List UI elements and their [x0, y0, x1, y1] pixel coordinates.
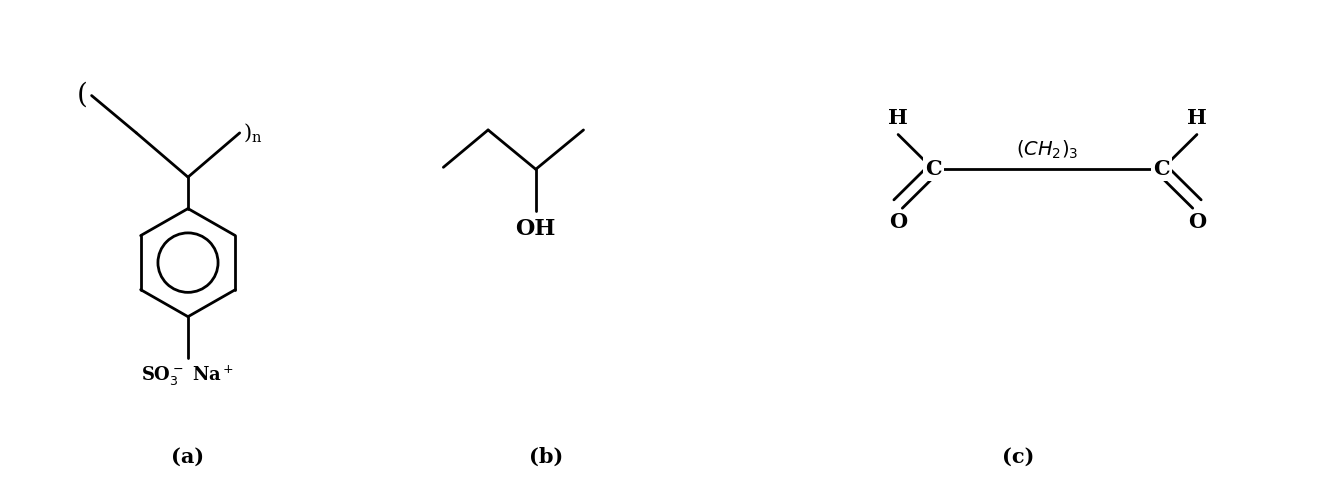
Text: SO$_3^-$ Na$^+$: SO$_3^-$ Na$^+$: [141, 364, 235, 388]
Text: $(CH_2)_3$: $(CH_2)_3$: [1016, 139, 1078, 161]
Text: C: C: [925, 159, 941, 179]
Text: (b): (b): [529, 447, 563, 467]
Text: O: O: [1188, 212, 1206, 232]
Text: C: C: [1153, 159, 1170, 179]
Text: )$_\mathregular{n}$: )$_\mathregular{n}$: [243, 121, 262, 144]
Text: (a): (a): [171, 447, 204, 467]
Text: (: (: [76, 82, 87, 109]
Text: O: O: [890, 212, 907, 232]
Text: H: H: [888, 108, 908, 128]
Text: OH: OH: [515, 218, 556, 241]
Text: H: H: [1188, 108, 1207, 128]
Text: (c): (c): [1002, 447, 1033, 467]
